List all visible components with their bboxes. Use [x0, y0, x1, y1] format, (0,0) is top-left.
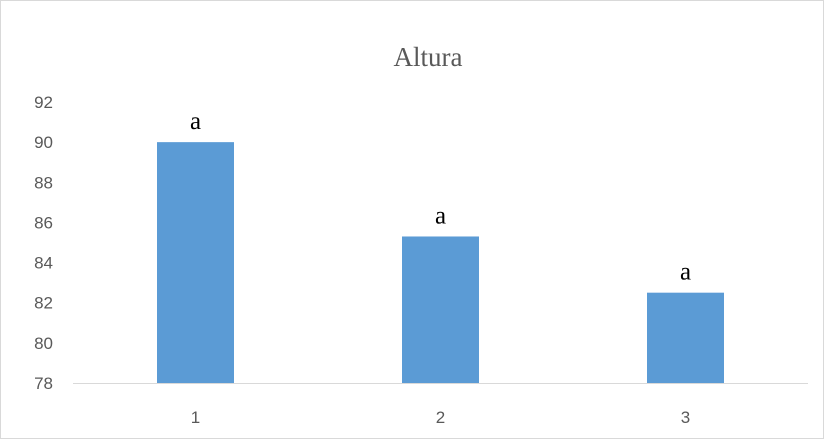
data-labels: a a a — [190, 108, 691, 286]
y-tick-label: 80 — [34, 334, 53, 353]
x-tick-label: 3 — [681, 408, 690, 427]
chart-title: Altura — [394, 42, 463, 72]
x-tick-label: 2 — [436, 408, 445, 427]
x-axis-ticks: 1 2 3 — [191, 408, 690, 427]
bars — [157, 142, 724, 383]
data-label: a — [190, 108, 201, 135]
y-tick-label: 86 — [34, 213, 53, 232]
bar-1 — [157, 142, 234, 383]
y-axis-ticks: 78 80 82 84 86 88 90 92 — [34, 93, 53, 393]
data-label: a — [680, 259, 691, 286]
bar-3 — [647, 292, 724, 383]
y-tick-label: 84 — [34, 254, 53, 273]
y-tick-label: 90 — [34, 133, 53, 152]
data-label: a — [435, 202, 446, 229]
y-tick-label: 88 — [34, 173, 53, 192]
y-tick-label: 92 — [34, 93, 53, 112]
y-tick-label: 78 — [34, 374, 53, 393]
x-tick-label: 1 — [191, 408, 200, 427]
bar-2 — [402, 236, 479, 383]
y-tick-label: 82 — [34, 294, 53, 313]
